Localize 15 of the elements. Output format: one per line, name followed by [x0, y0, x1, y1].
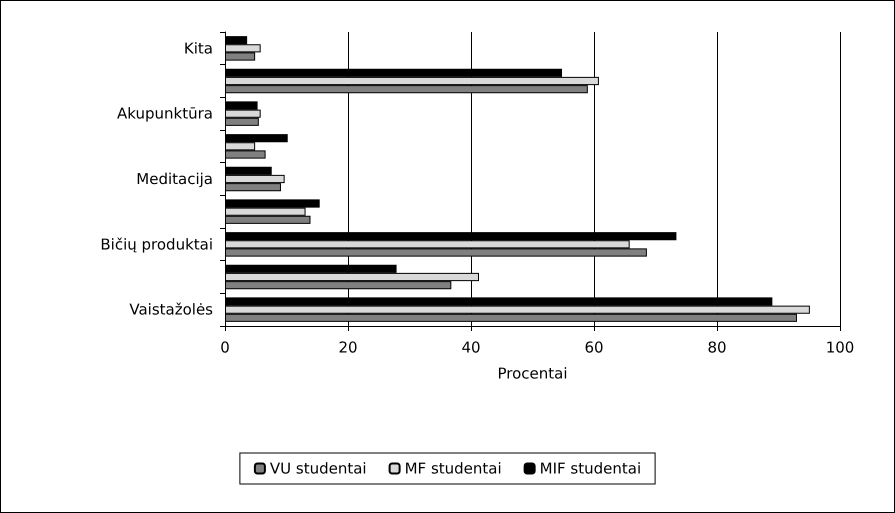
x-tick-label: 40 [461, 338, 481, 356]
y-tick-label: Bičių produktai [100, 235, 213, 254]
legend-label: VU studentai [270, 460, 367, 478]
y-tick-label: Kita [184, 39, 213, 58]
x-axis-title: Procentai [497, 364, 568, 382]
legend-label: MIF studentai [540, 460, 642, 478]
y-tick-label: Akupunktūra [117, 104, 213, 123]
x-tick-label: 0 [220, 338, 230, 356]
legend-label: MF studentai [404, 460, 502, 478]
x-tick-label: 80 [707, 338, 727, 356]
x-tick-label: 60 [584, 338, 604, 356]
x-tick-label: 20 [338, 338, 358, 356]
x-tick-label: 100 [826, 338, 854, 356]
y-tick-label: Meditacija [136, 170, 213, 188]
y-tick-label: Vaistažolės [129, 300, 214, 319]
